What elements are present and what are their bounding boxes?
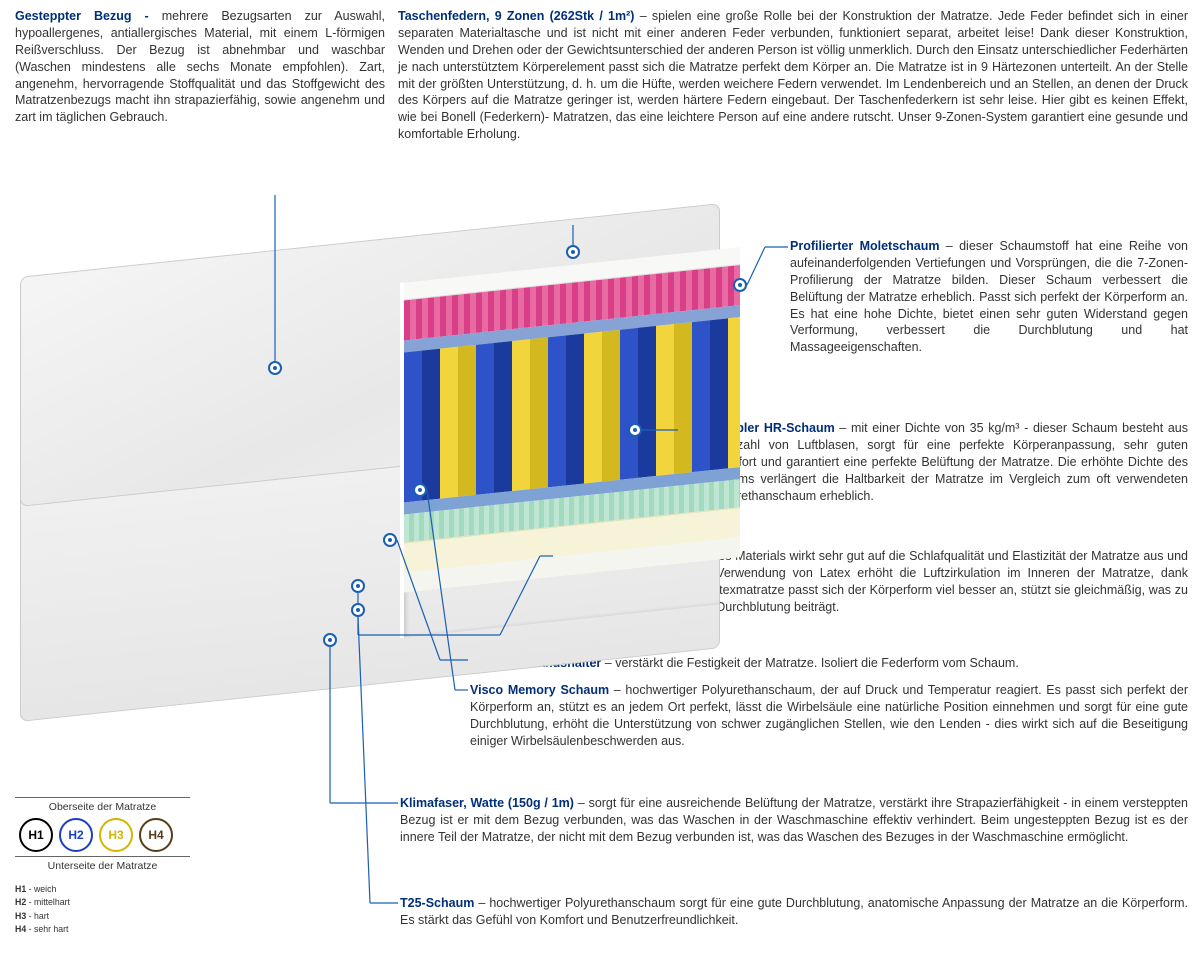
marker-t25: [351, 603, 365, 617]
hardness-legend: Oberseite der Matratze H1H2H3H4 Untersei…: [15, 795, 235, 936]
marker-visco: [413, 483, 427, 497]
section-visco: Visco Memory Schaum – hochwertiger Polyu…: [470, 682, 1188, 750]
legend-bottom-label: Unterseite der Matratze: [15, 859, 190, 873]
hardness-h2: H2: [59, 818, 93, 852]
section-cover-text: Gesteppter Bezug - mehrere Bezugsarten z…: [15, 8, 385, 126]
section-springs-text: Taschenfedern, 9 Zonen (262Stk / 1m²) – …: [398, 8, 1188, 143]
section-klima: Klimafaser, Watte (150g / 1m) – sorgt fü…: [400, 795, 1188, 846]
mattress-illustration: [20, 240, 740, 680]
legend-top-label: Oberseite der Matratze: [15, 800, 190, 814]
marker-polster: [383, 533, 397, 547]
legend-circles: H1H2H3H4: [19, 818, 235, 852]
marker-molet: [733, 278, 747, 292]
body-springs: – spielen eine große Rolle bei der Konst…: [398, 9, 1188, 141]
hardness-h3: H3: [99, 818, 133, 852]
marker-springs: [566, 245, 580, 259]
hardness-h4: H4: [139, 818, 173, 852]
marker-klima: [323, 633, 337, 647]
section-t25: T25-Schaum – hochwertiger Polyurethansch…: [400, 895, 1188, 929]
marker-cover: [268, 361, 282, 375]
body-cover: mehrere Bezugsarten zur Auswahl, hypoall…: [15, 9, 385, 124]
marker-hr: [628, 423, 642, 437]
hardness-h1: H1: [19, 818, 53, 852]
legend-key: H1 - weichH2 - mittelhartH3 - hartH4 - s…: [15, 883, 235, 936]
cutaway-layers: [400, 247, 740, 638]
title-springs: Taschenfedern, 9 Zonen (262Stk / 1m²): [398, 9, 634, 23]
section-hr: Hochflexibler HR-Schaum – mit einer Dich…: [680, 420, 1188, 504]
marker-latex: [351, 579, 365, 593]
section-molet: Profilierter Moletschaum – dieser Schaum…: [790, 238, 1188, 356]
title-cover: Gesteppter Bezug -: [15, 9, 162, 23]
